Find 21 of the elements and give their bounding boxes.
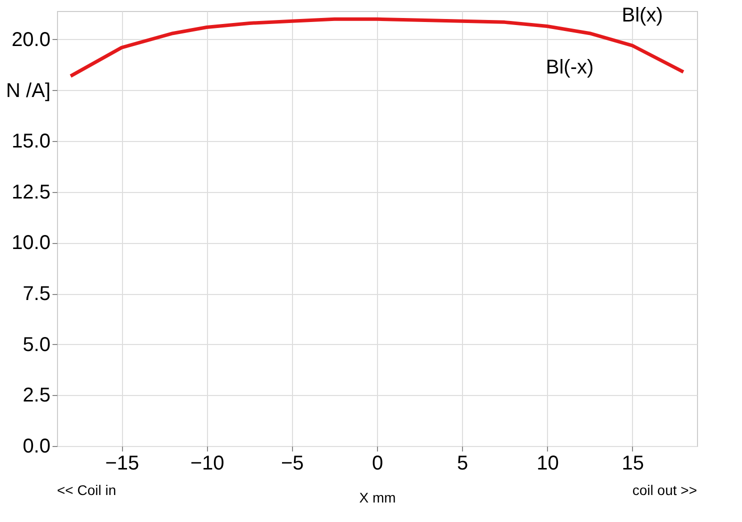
y-tick-label: 15.0	[12, 130, 50, 153]
x-tick-label: −5	[280, 452, 304, 474]
y-tick-label: N /A]	[6, 80, 50, 102]
y-tick-label: 2.5	[22, 384, 50, 407]
x-tick-label: 15	[622, 452, 644, 474]
y-tick-label: 10.0	[12, 232, 50, 254]
x-tick-label: −10	[190, 452, 224, 474]
text: coil out >>	[632, 482, 697, 498]
x-tick-label: 5	[457, 452, 468, 474]
series-label: Bl(x)	[622, 4, 663, 27]
y-tick-label: 0.0	[22, 436, 50, 458]
annotation: Bl(-x)	[546, 56, 594, 78]
x-tick-label: 10	[536, 452, 559, 474]
x-tick-label: 0	[372, 452, 384, 474]
x-tick-label: −15	[105, 452, 140, 474]
y-tick-label: 20.0	[12, 28, 50, 51]
text: << Coil in	[57, 482, 116, 498]
y-tick-label: 12.5	[12, 181, 50, 204]
y-tick-label: 7.5	[22, 283, 50, 306]
y-tick-label: 5.0	[22, 334, 50, 356]
x-axis-title: X mm	[359, 490, 396, 506]
